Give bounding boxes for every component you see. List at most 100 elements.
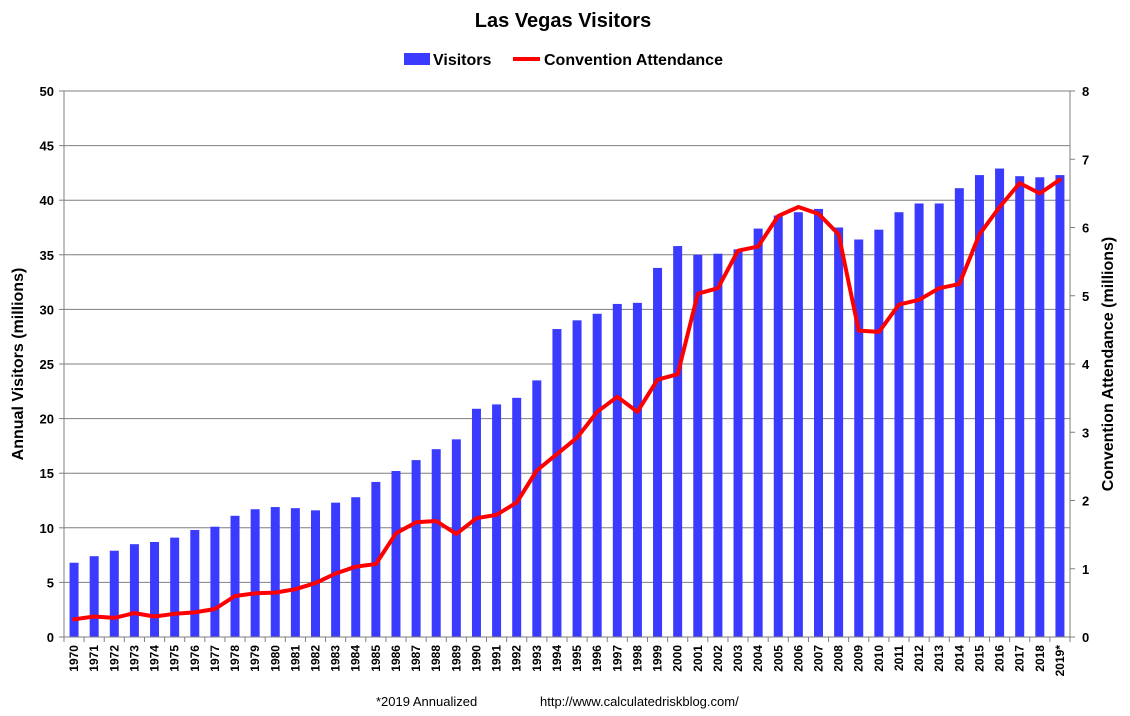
x-tick-label: 1999 bbox=[651, 645, 665, 672]
footnote: *2019 Annualized bbox=[376, 694, 477, 709]
x-tick-label: 2003 bbox=[731, 645, 745, 672]
bar-visitors-1996 bbox=[592, 313, 602, 637]
x-tick-label: 1982 bbox=[309, 645, 323, 672]
bar-visitors-1990 bbox=[471, 408, 481, 637]
x-tick-label: 1976 bbox=[188, 645, 202, 672]
x-tick-label: 2001 bbox=[691, 645, 705, 672]
bar-visitors-1998 bbox=[632, 302, 642, 637]
bar-visitors-2002 bbox=[713, 253, 723, 637]
left-tick-label: 0 bbox=[47, 630, 54, 645]
bar-visitors-1991 bbox=[492, 404, 502, 637]
bar-visitors-1982 bbox=[311, 510, 320, 637]
bar-visitors-2004 bbox=[753, 228, 763, 638]
x-tick-label: 2011 bbox=[892, 645, 906, 671]
x-tick-label: 1978 bbox=[228, 645, 242, 672]
bar-visitors-2005 bbox=[773, 215, 783, 637]
left-tick-label: 35 bbox=[40, 248, 54, 263]
right-tick-label: 0 bbox=[1082, 630, 1089, 645]
x-tick-label: 1986 bbox=[389, 645, 403, 672]
left-tick-label: 20 bbox=[40, 412, 54, 427]
bar-visitors-2007 bbox=[814, 208, 823, 637]
x-axis-ticks: 1970 1971 1972 1973 1974 1975 1976 1977 1978 1979… bbox=[63, 637, 1071, 677]
bar-visitors-1995 bbox=[572, 320, 582, 637]
bar-visitors-1999 bbox=[653, 267, 663, 637]
source-url: http://www.calculatedriskblog.com/ bbox=[540, 694, 739, 709]
right-tick-label: 3 bbox=[1082, 425, 1089, 440]
bar-visitors-1988 bbox=[431, 449, 441, 637]
bar-visitors-1994 bbox=[552, 329, 562, 637]
x-tick-label: 1979 bbox=[248, 645, 262, 672]
bar-visitors-1983 bbox=[331, 502, 341, 637]
x-tick-label: 2006 bbox=[791, 645, 805, 672]
x-tick-label: 2009 bbox=[852, 645, 866, 672]
bar-visitors-2014 bbox=[954, 188, 964, 638]
x-tick-label: 1991 bbox=[490, 645, 504, 672]
left-axis-ticks: 0 5 10 15 20 25 30 35 40 45 50 bbox=[40, 84, 64, 645]
bar-visitors-2006 bbox=[793, 212, 803, 637]
bar-visitors-1979 bbox=[250, 509, 260, 637]
x-tick-label: 1996 bbox=[590, 645, 604, 672]
x-tick-label: 1995 bbox=[570, 645, 584, 672]
bar-visitors-1970 bbox=[69, 562, 79, 637]
right-axis-ticks: 0 1 2 3 4 5 6 7 8 bbox=[1070, 84, 1090, 645]
x-tick-label: 1988 bbox=[429, 645, 443, 672]
x-tick-label: 2012 bbox=[912, 645, 926, 672]
x-tick-label: 1977 bbox=[208, 645, 222, 672]
x-tick-label: 1987 bbox=[409, 645, 423, 672]
y-left-axis-label: Annual Visitors (millions) bbox=[10, 268, 27, 461]
bar-visitors-1978 bbox=[230, 515, 240, 637]
left-tick-label: 50 bbox=[40, 84, 54, 99]
left-tick-label: 40 bbox=[40, 193, 54, 208]
x-tick-label: 2016 bbox=[993, 645, 1007, 672]
right-tick-label: 7 bbox=[1082, 152, 1089, 167]
x-tick-label: 2013 bbox=[932, 645, 946, 672]
bar-visitors-1977 bbox=[210, 526, 220, 637]
bar-visitors-2003 bbox=[733, 249, 743, 637]
x-tick-label: 2019* bbox=[1053, 645, 1067, 677]
bar-visitors-1974 bbox=[150, 541, 160, 637]
x-tick-label: 1998 bbox=[630, 645, 644, 672]
convention-line bbox=[72, 177, 1062, 622]
bar-visitors-1992 bbox=[512, 397, 522, 637]
x-tick-label: 2015 bbox=[972, 645, 986, 672]
x-tick-label: 1994 bbox=[550, 645, 564, 672]
left-tick-label: 25 bbox=[40, 357, 54, 372]
x-tick-label: 2007 bbox=[812, 645, 826, 672]
x-tick-label: 2017 bbox=[1013, 645, 1027, 672]
bar-visitors-2018 bbox=[1035, 177, 1045, 637]
x-tick-label: 1974 bbox=[148, 645, 162, 672]
legend-visitors-swatch bbox=[404, 53, 430, 65]
right-tick-label: 5 bbox=[1082, 289, 1089, 304]
bar-visitors-2011 bbox=[894, 212, 904, 637]
bars bbox=[69, 168, 1065, 638]
right-tick-label: 2 bbox=[1082, 494, 1089, 509]
bar-visitors-2016 bbox=[995, 168, 1005, 638]
bar-visitors-1980 bbox=[270, 507, 280, 637]
bar-visitors-2012 bbox=[914, 203, 924, 637]
left-tick-label: 15 bbox=[40, 466, 54, 481]
bar-visitors-1989 bbox=[451, 439, 461, 637]
convention-attendance-line bbox=[72, 177, 1062, 622]
right-tick-label: 4 bbox=[1082, 357, 1090, 372]
bar-visitors-1975 bbox=[170, 537, 180, 637]
x-tick-label: 2008 bbox=[832, 645, 846, 672]
right-tick-label: 6 bbox=[1082, 221, 1089, 236]
legend-visitors-label: Visitors bbox=[433, 52, 492, 69]
right-tick-label: 1 bbox=[1082, 562, 1089, 577]
x-tick-label: 1981 bbox=[288, 645, 302, 672]
x-tick-label: 1975 bbox=[168, 645, 182, 672]
bar-visitors-1972 bbox=[109, 550, 119, 637]
x-tick-label: 1992 bbox=[510, 645, 524, 672]
x-tick-label: 2005 bbox=[771, 645, 785, 672]
legend-convention-label: Convention Attendance bbox=[544, 52, 723, 69]
bar-visitors-1976 bbox=[190, 529, 200, 637]
x-tick-label: 1984 bbox=[349, 645, 363, 672]
bar-visitors-2013 bbox=[934, 203, 944, 637]
x-tick-label: 1993 bbox=[530, 645, 544, 672]
x-tick-label: 1973 bbox=[127, 645, 141, 672]
bar-visitors-2017 bbox=[1015, 176, 1025, 637]
x-tick-label: 1985 bbox=[369, 645, 383, 672]
x-tick-label: 1990 bbox=[469, 645, 483, 672]
bar-visitors-1985 bbox=[371, 481, 381, 637]
